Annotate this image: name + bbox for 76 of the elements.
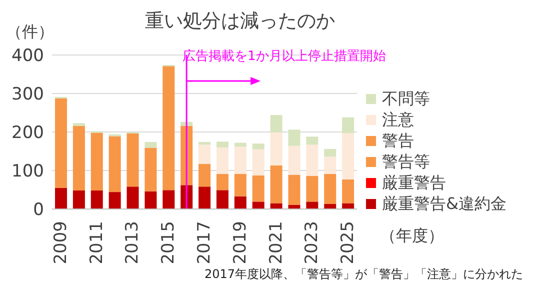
bar (126, 134, 139, 187)
bar (90, 132, 103, 191)
bar (90, 190, 103, 209)
bar (216, 190, 228, 209)
legend-label: 注意 (382, 109, 414, 130)
y-tick-label: 400 (12, 46, 44, 66)
bar (306, 202, 318, 209)
legend-label: 不問等 (382, 88, 430, 109)
bar (306, 136, 318, 145)
legend-label: 警告等 (382, 151, 430, 172)
bar (252, 149, 264, 176)
bar (270, 165, 282, 204)
bar (216, 142, 228, 148)
bar (198, 142, 211, 145)
bar (234, 174, 246, 196)
bar (288, 146, 300, 175)
y-axis-title: （件） (6, 22, 54, 43)
bar (234, 196, 246, 209)
bar (108, 192, 121, 209)
bar (126, 186, 139, 209)
bar (270, 132, 282, 166)
x-tick-label: 2023 (302, 221, 322, 264)
bar (306, 144, 318, 176)
bar (144, 142, 157, 148)
y-tick-label: 300 (12, 84, 44, 105)
bar (144, 191, 157, 209)
bar (288, 130, 300, 146)
legend-label: 厳重警告 (382, 172, 446, 193)
bar (324, 148, 336, 157)
bar (288, 174, 300, 205)
bar (198, 144, 211, 164)
y-tick-label: 200 (12, 123, 44, 144)
bar (162, 66, 175, 190)
bar (198, 186, 211, 209)
bar (342, 203, 354, 209)
bar (108, 136, 121, 192)
bar (252, 144, 264, 150)
x-tick-label: 2009 (50, 221, 71, 264)
legend-label: 厳重警告&違約金 (382, 193, 506, 214)
ref-line-label: 広告掲載を1か月以上停止措置開始 (182, 48, 386, 64)
bar (324, 174, 336, 204)
bar (72, 123, 85, 126)
x-tick-label: 2021 (266, 221, 286, 264)
x-tick-label: 2013 (122, 221, 143, 264)
x-axis-title: （年度） (380, 226, 444, 247)
bar (252, 176, 264, 202)
bar (252, 202, 264, 209)
bar (324, 156, 336, 174)
legend-label: 警告 (382, 130, 414, 151)
y-tick-label: 100 (12, 162, 44, 182)
x-tick-label: 2019 (230, 221, 250, 264)
bar (144, 148, 157, 192)
bar (216, 147, 228, 174)
x-tick-label: 2015 (158, 221, 179, 264)
chart-title: 重い処分は減ったのか (145, 10, 335, 32)
x-tick-label: 2011 (86, 221, 107, 264)
bar (306, 176, 318, 202)
bar (324, 204, 336, 209)
text: 2017年度以降、「警告等」が「警告」「注意」に分かれた (204, 266, 523, 283)
bar (198, 164, 211, 187)
bar (234, 146, 246, 174)
bar (216, 174, 228, 190)
x-tick-label: 2017 (194, 221, 214, 264)
bar (72, 126, 85, 191)
bar (55, 188, 67, 209)
bar (162, 190, 175, 209)
x-tick-label: 2025 (338, 221, 358, 264)
bar (342, 179, 354, 204)
bar (342, 133, 354, 180)
bar (270, 203, 282, 209)
bar (342, 117, 354, 134)
bar (72, 190, 85, 209)
bar (270, 115, 282, 132)
y-tick-label: 0 (33, 200, 44, 220)
bar (234, 142, 246, 147)
bar (55, 98, 67, 188)
